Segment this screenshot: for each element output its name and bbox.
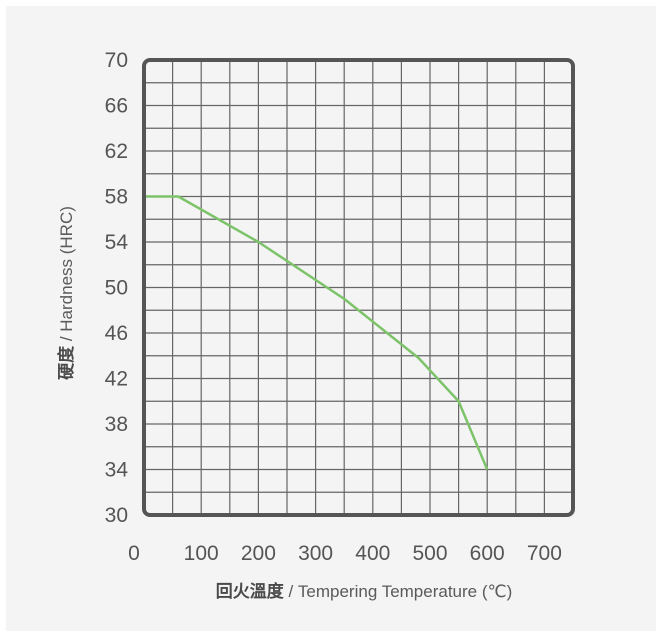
y-axis-title: 硬度 / Hardness (HRC) [56,206,76,380]
y-tick-labels: 30 34 38 42 46 50 54 58 62 66 70 [105,49,129,527]
x-tick-label: 500 [412,542,447,565]
x-tick-label: 600 [470,542,505,565]
y-tick-label: 50 [105,277,128,300]
x-axis-title: 回火溫度 / Tempering Temperature (℃) [216,581,513,601]
x-tick-label: 0 [128,542,140,565]
y-tick-label: 34 [105,459,129,482]
y-tick-label: 42 [105,368,128,391]
chart-panel: 30 34 38 42 46 50 54 58 62 66 70 0 100 200 300 400 500 6… [6,6,656,631]
hardness-curve-line [144,195,489,470]
x-axis-title-en: / Tempering Temperature (℃) [284,582,513,601]
x-tick-labels: 0 100 200 300 400 500 600 700 [128,542,562,565]
series-layer [144,195,489,470]
y-tick-label: 30 [105,504,128,527]
y-axis-title-en: / Hardness (HRC) [57,206,76,346]
y-tick-label: 38 [105,413,128,436]
x-axis-title-cn: 回火溫度 [216,581,285,601]
y-tick-label: 46 [105,322,128,345]
x-tick-label: 700 [527,542,562,565]
x-tick-label: 400 [355,542,390,565]
y-tick-label: 66 [105,95,128,118]
x-tick-label: 300 [298,542,333,565]
tempering-hardness-chart: 30 34 38 42 46 50 54 58 62 66 70 0 100 200 300 400 500 6… [56,49,575,601]
y-tick-label: 54 [105,231,129,254]
y-tick-label: 62 [105,140,128,163]
plot-frame [142,58,575,517]
y-tick-label: 70 [105,49,128,72]
x-tick-label: 200 [241,542,276,565]
y-tick-label: 58 [105,186,128,209]
y-axis-title-cn: 硬度 [56,345,76,380]
grid [144,60,573,515]
x-tick-label: 100 [184,542,219,565]
